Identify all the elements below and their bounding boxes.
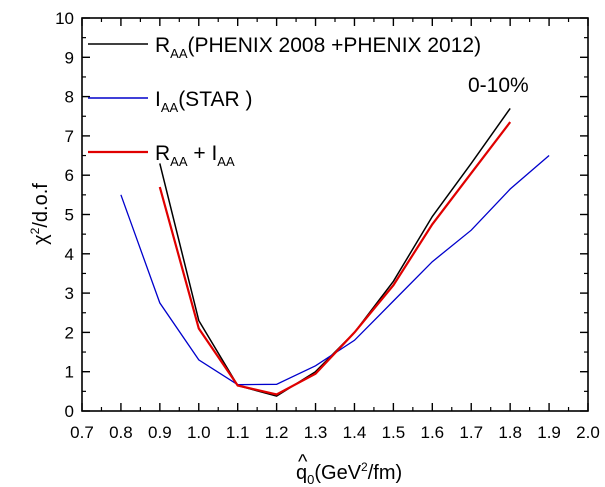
y-tick-label: 4: [65, 245, 74, 264]
series-line-iaa-star: [120, 155, 550, 386]
y-tick-label: 7: [65, 127, 74, 146]
axis-ticks: 0.7 0.8 0.9 1.0 1.1 1.2 1.3 1.4 1.5 1.6 1.7 1.8 1.9 2…: [55, 9, 600, 442]
x-axis-title: ^ q0(GeV2/fm): [296, 451, 402, 487]
x-tick-label: 0.8: [109, 423, 133, 442]
legend-label-phenix: RAA(PHENIX 2008 +PHENIX 2012): [155, 34, 481, 61]
legend: RAA(PHENIX 2008 +PHENIX 2012) IAA(STAR )…: [88, 34, 481, 169]
x-tick-label: 0.9: [148, 423, 172, 442]
x-tick-label: 1.7: [459, 423, 483, 442]
legend-label-star: IAA(STAR ): [155, 88, 252, 115]
y-tick-label: 6: [65, 166, 74, 185]
x-axis-title-hat: ^: [298, 451, 308, 473]
x-tick-label: 1.6: [420, 423, 444, 442]
y-tick-label: 2: [65, 323, 74, 342]
y-tick-label: 1: [65, 363, 74, 382]
x-tick-label: 0.7: [70, 423, 94, 442]
y-tick-label: 0: [65, 402, 74, 421]
x-tick-label: 1.8: [498, 423, 522, 442]
x-tick-label: 2.0: [576, 423, 600, 442]
y-tick-label: 10: [55, 9, 74, 28]
x-axis-title-main: q0(GeV2/fm): [296, 460, 402, 487]
series-line-raa-plus-iaa: [158, 121, 512, 396]
y-tick-label: 8: [65, 88, 74, 107]
plot-series: [120, 107, 550, 397]
plot-frame: [81, 17, 589, 412]
y-tick-label: 9: [65, 48, 74, 67]
x-tick-label: 1.4: [343, 423, 367, 442]
legend-label-combined: RAA + IAA: [155, 142, 235, 169]
x-tick-label: 1.3: [304, 423, 328, 442]
x-tick-label: 1.5: [382, 423, 406, 442]
y-axis-title: χ2/d.o.f: [28, 183, 52, 245]
x-tick-label: 1.9: [537, 423, 561, 442]
y-tick-label: 3: [65, 284, 74, 303]
centrality-annotation: 0-10%: [468, 74, 529, 97]
y-tick-label: 5: [65, 206, 74, 225]
x-tick-label: 1.0: [187, 423, 211, 442]
x-tick-label: 1.2: [265, 423, 289, 442]
x-tick-label: 1.1: [226, 423, 250, 442]
